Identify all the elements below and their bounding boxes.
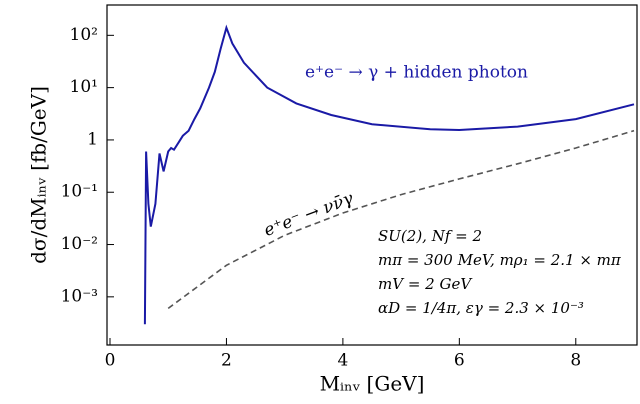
x-tick-label: 8 xyxy=(570,351,581,371)
y-tick-label: 10⁻¹ xyxy=(61,182,98,202)
series-label: e⁺e⁻ → γ + hidden photon xyxy=(305,63,528,83)
y-axis-label: dσ/dMᵢₙᵥ [fb/GeV] xyxy=(27,86,51,264)
y-tick-label: 10² xyxy=(70,25,98,45)
y-tick-label: 10¹ xyxy=(70,77,98,97)
y-tick-label: 1 xyxy=(87,129,98,149)
y-tick-label: 10⁻² xyxy=(61,234,98,254)
annotation: αD = 1/4π, εγ = 2.3 × 10⁻³ xyxy=(378,299,584,317)
annotation: mV = 2 GeV xyxy=(378,275,473,293)
x-tick-label: 4 xyxy=(337,351,348,371)
series-label: e⁺e⁻ → νν̄γ xyxy=(261,188,357,241)
plot-frame xyxy=(106,4,638,346)
annotation: mπ = 300 MeV, mρ₁ = 2.1 × mπ xyxy=(378,251,622,269)
x-tick-label: 6 xyxy=(454,351,465,371)
series-line xyxy=(143,24,635,325)
series-line xyxy=(167,129,635,310)
annotation: SU(2), Nf = 2 xyxy=(378,227,482,245)
x-tick-label: 2 xyxy=(221,351,232,371)
x-axis-label: Mᵢₙᵥ [GeV] xyxy=(320,372,425,396)
x-tick-label: 0 xyxy=(105,351,116,371)
y-tick-label: 10⁻³ xyxy=(61,286,98,306)
